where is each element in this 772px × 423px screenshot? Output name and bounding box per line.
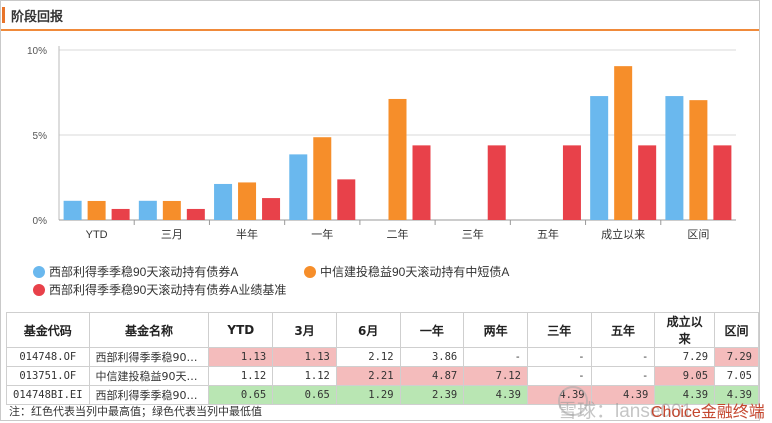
footnote: 注：红色代表当列中最高值；绿色代表当列中最低值 xyxy=(9,406,262,418)
return-value-cell: 2.39 xyxy=(399,385,465,405)
col-header-6m[interactable]: 6月 xyxy=(335,312,401,348)
bar-2 xyxy=(87,200,106,220)
bar-1 xyxy=(590,96,609,220)
fund-code-cell: 014748BI.EI xyxy=(6,385,90,405)
bar-3 xyxy=(412,145,431,220)
x-tick-label: 半年 xyxy=(236,227,258,241)
return-value-cell: 0.65 xyxy=(272,385,337,405)
return-value-cell: 1.12 xyxy=(272,366,337,386)
return-value-cell: 4.39 xyxy=(463,385,528,405)
return-value-cell: - xyxy=(590,347,656,367)
bar-1 xyxy=(214,183,233,220)
brand-label: Choice金融终端 xyxy=(651,404,765,421)
y-tick-label: 10% xyxy=(27,46,47,57)
legend-label-2: 中信建投稳益90天滚动持有中短债A xyxy=(320,265,510,279)
fund-name-cell: 西部利得季季稳90… xyxy=(88,347,210,367)
col-header-3y[interactable]: 三年 xyxy=(526,312,592,348)
return-value-cell: 7.05 xyxy=(714,366,759,386)
fund-name-cell: 中信建投稳益90天… xyxy=(88,366,210,386)
return-value-cell: 4.87 xyxy=(399,366,465,386)
x-tick-label: 区间 xyxy=(687,228,709,241)
bar-3 xyxy=(638,145,657,220)
return-value-cell: 4.39 xyxy=(714,385,759,405)
x-tick-label: 二年 xyxy=(387,227,409,241)
bar-1 xyxy=(665,96,684,220)
bar-3 xyxy=(562,145,581,220)
return-value-cell: - xyxy=(526,366,592,386)
legend-label-3: 西部利得季季稳90天滚动持有债券A业绩基准 xyxy=(49,283,287,297)
return-value-cell: 7.12 xyxy=(463,366,528,386)
return-value-cell: - xyxy=(590,366,656,386)
legend-item-1[interactable]: 西部利得季季稳90天滚动持有债券A xyxy=(33,263,238,280)
bar-3 xyxy=(111,208,130,220)
table-row[interactable]: 013751.OF 中信建投稳益90天… 1.12 1.12 2.21 4.87 7.12-… xyxy=(6,366,759,386)
snowball-logo-icon xyxy=(558,386,588,416)
legend-item-3[interactable]: 西部利得季季稳90天滚动持有债券A业绩基准 xyxy=(33,281,286,298)
x-tick-label: 三年 xyxy=(462,227,484,241)
col-header-since-inception[interactable]: 成立以来 xyxy=(654,312,716,348)
bar-2 xyxy=(238,182,257,220)
bar-3 xyxy=(186,208,205,220)
col-header-2y[interactable]: 两年 xyxy=(463,312,528,348)
return-value-cell: 1.13 xyxy=(208,347,274,367)
col-header-code[interactable]: 基金代码 xyxy=(6,312,90,348)
col-header-5y[interactable]: 五年 xyxy=(590,312,656,348)
return-value-cell: 9.05 xyxy=(654,366,716,386)
col-header-name[interactable]: 基金名称 xyxy=(88,312,210,348)
fund-code-cell: 014748.OF xyxy=(6,347,90,367)
return-value-cell: 2.21 xyxy=(335,366,401,386)
bar-3 xyxy=(713,145,732,220)
fund-name-cell: 西部利得季季稳90… xyxy=(88,385,210,405)
bar-3 xyxy=(487,145,506,220)
x-tick-label: YTD xyxy=(86,229,108,241)
bar-chart: 0% 5% 10% YTD 三月 半年 一年 二年 三年 五年 成立以来 区间 xyxy=(27,46,736,241)
return-table: 基金代码 基金名称 YTD 3月 6月 一年 两年 三年 五年 成立以来 区间 … xyxy=(6,312,759,405)
bar-2 xyxy=(614,66,633,221)
return-value-cell: 1.12 xyxy=(208,366,274,386)
table-body: 014748.OF 西部利得季季稳90… 1.13 1.13 2.12 3.86- - -7.… xyxy=(6,347,759,405)
y-tick-label: 0% xyxy=(33,216,48,227)
col-header-3m[interactable]: 3月 xyxy=(272,312,337,348)
legend-swatch-2 xyxy=(304,266,316,278)
legend-swatch-3 xyxy=(33,284,45,296)
y-tick-label: 5% xyxy=(33,131,48,142)
table-header-row: 基金代码 基金名称 YTD 3月 6月 一年 两年 三年 五年 成立以来 区间 xyxy=(6,312,759,348)
x-tick-label: 成立以来 xyxy=(601,227,645,241)
header-accent-bar xyxy=(2,7,5,23)
return-value-cell: 7.29 xyxy=(714,347,759,367)
return-value-cell: 1.29 xyxy=(335,385,401,405)
table-row[interactable]: 014748.OF 西部利得季季稳90… 1.13 1.13 2.12 3.86- - -7.… xyxy=(6,347,759,367)
watermark: 雪球：lanse001 xyxy=(558,401,693,422)
bar-3 xyxy=(262,198,281,220)
x-tick-label: 五年 xyxy=(537,227,559,241)
return-value-cell: 7.29 xyxy=(654,347,716,367)
bar-1 xyxy=(63,200,82,220)
return-value-cell: 3.86 xyxy=(399,347,465,367)
bar-2 xyxy=(388,98,407,220)
return-value-cell: 2.12 xyxy=(335,347,401,367)
panel-header: 阶段回报 xyxy=(1,1,759,31)
bar-1 xyxy=(289,154,308,220)
bar-1 xyxy=(138,200,157,220)
return-value-cell: - xyxy=(463,347,528,367)
col-header-range[interactable]: 区间 xyxy=(714,312,759,348)
col-header-1y[interactable]: 一年 xyxy=(399,312,465,348)
panel-title: 阶段回报 xyxy=(11,9,64,24)
return-value-cell: - xyxy=(526,347,592,367)
col-header-ytd[interactable]: YTD xyxy=(208,312,274,348)
x-tick-label: 三月 xyxy=(161,229,183,241)
bar-2 xyxy=(162,200,181,220)
return-value-cell: 1.13 xyxy=(272,347,337,367)
return-value-cell: 0.65 xyxy=(208,385,274,405)
bar-3 xyxy=(337,179,356,220)
bar-2 xyxy=(689,100,708,220)
bar-2 xyxy=(313,137,332,220)
stage-return-panel: 阶段回报 0% 5% 10% YTD 三月 半年 一年 二年 三年 五年 成立以来 区间 西部利得季季… xyxy=(0,0,760,421)
legend-label-1: 西部利得季季稳90天滚动持有债券A xyxy=(49,265,239,279)
legend-item-2[interactable]: 中信建投稳益90天滚动持有中短债A xyxy=(304,263,509,280)
legend-swatch-1 xyxy=(33,266,45,278)
x-tick-label: 一年 xyxy=(311,227,333,241)
fund-code-cell: 013751.OF xyxy=(6,366,90,386)
